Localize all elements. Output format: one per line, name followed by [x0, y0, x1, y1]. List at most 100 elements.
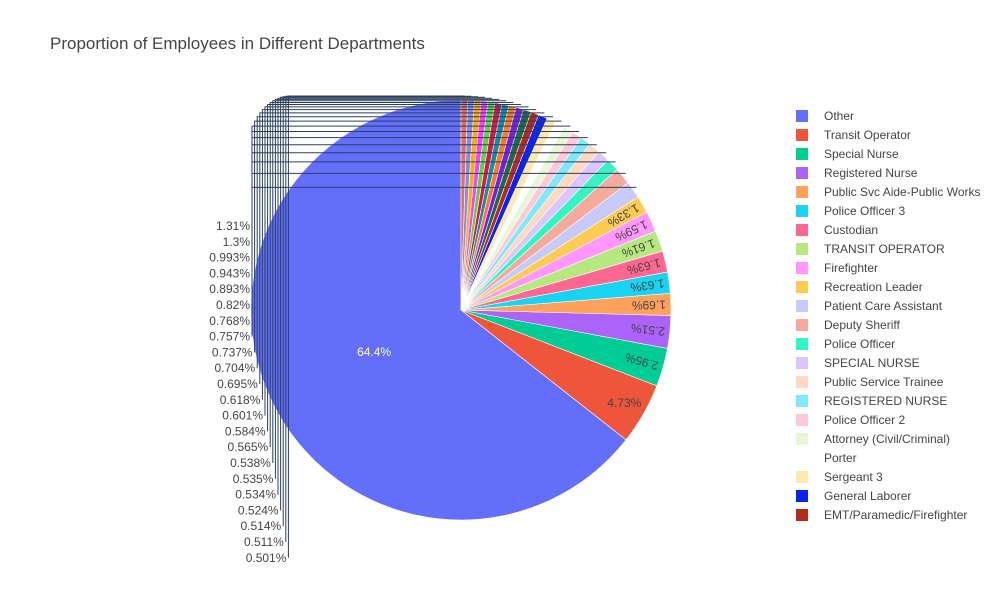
slice-label: 4.73%: [607, 396, 641, 410]
legend-label: Public Svc Aide-Public Works: [824, 184, 981, 199]
legend-swatch: [796, 432, 808, 445]
legend-swatch: [796, 470, 808, 483]
legend-label: Custodian: [824, 222, 879, 237]
slice-label: 0.601%: [222, 409, 263, 423]
slice-label: 0.524%: [238, 503, 279, 517]
legend-swatch: [796, 109, 808, 122]
slice-label: 0.757%: [209, 330, 250, 344]
leader-line: [272, 100, 507, 463]
slice-label: 0.538%: [230, 456, 271, 470]
leader-line: [261, 109, 537, 400]
slice-label: 64.4%: [357, 345, 391, 359]
legend-swatch: [796, 242, 808, 255]
legend-item[interactable]: Police Officer: [796, 334, 981, 353]
legend-label: Recreation Leader: [824, 279, 923, 294]
legend-swatch: [796, 508, 808, 521]
slice-label: 0.943%: [209, 266, 250, 280]
legend-item[interactable]: Special Nurse: [796, 144, 981, 163]
legend-swatch: [796, 375, 808, 388]
pie-slices: [250, 99, 672, 521]
legend-item[interactable]: REGISTERED NURSE: [796, 391, 981, 410]
legend-item[interactable]: Firefighter: [796, 258, 981, 277]
legend-item[interactable]: Patient Care Assistant: [796, 296, 981, 315]
legend-swatch: [796, 413, 808, 426]
slice-label: 2.51%: [630, 321, 666, 339]
leader-line: [269, 102, 514, 448]
legend-item[interactable]: Other: [796, 106, 981, 125]
legend-swatch: [796, 166, 808, 179]
legend-item[interactable]: Attorney (Civil/Criminal): [796, 429, 981, 448]
legend-label: TRANSIT OPERATOR: [824, 241, 945, 256]
legend-label: Special Nurse: [824, 146, 899, 161]
legend-item[interactable]: TRANSIT OPERATOR: [796, 239, 981, 258]
leader-line: [280, 96, 485, 511]
leader-line: [287, 95, 465, 558]
legend-label: REGISTERED NURSE: [824, 393, 948, 408]
legend-item[interactable]: Public Svc Aide-Public Works: [796, 182, 981, 201]
legend-label: Deputy Sheriff: [824, 317, 900, 332]
legend-swatch: [796, 394, 808, 407]
leader-line: [251, 125, 571, 337]
legend-swatch: [796, 356, 808, 369]
leader-line: [254, 120, 562, 353]
legend-label: General Laborer: [824, 488, 912, 503]
slice-label: 1.31%: [216, 219, 250, 233]
leader-line: [256, 116, 553, 369]
leader-line: [277, 97, 492, 495]
legend-item[interactable]: Police Officer 3: [796, 201, 981, 220]
legend-label: EMT/Paramedic/Firefighter: [824, 507, 968, 522]
slice-label: 0.768%: [209, 314, 250, 328]
legend-label: Attorney (Civil/Criminal): [824, 431, 951, 446]
legend-item[interactable]: Recreation Leader: [796, 277, 981, 296]
legend-label: Registered Nurse: [824, 165, 918, 180]
legend-swatch: [796, 299, 808, 312]
pie-labels: 64.4%4.73%2.95%2.51%1.69%1.63%1.63%1.61%…: [209, 95, 666, 565]
legend-item[interactable]: Police Officer 2: [796, 410, 981, 429]
pie-slice[interactable]: [250, 99, 627, 521]
legend-label: Firefighter: [824, 260, 879, 275]
leader-line: [259, 112, 545, 384]
slice-label: 0.511%: [244, 535, 284, 549]
slice-label: 0.501%: [246, 551, 287, 565]
legend-item[interactable]: Custodian: [796, 220, 981, 239]
legend-label: Porter: [824, 450, 857, 465]
legend: Other Transit Operator Special Nurse Regist…: [796, 106, 981, 524]
legend-label: Transit Operator: [824, 127, 911, 142]
slice-label: 1.63%: [629, 276, 665, 294]
slice-label: 0.993%: [209, 251, 250, 265]
leader-line: [264, 106, 529, 416]
slice-label: 0.704%: [214, 361, 255, 375]
legend-label: Sergeant 3: [824, 469, 883, 484]
legend-item[interactable]: Deputy Sheriff: [796, 315, 981, 334]
legend-swatch: [796, 128, 808, 141]
slice-label: 0.584%: [225, 424, 266, 438]
legend-label: Police Officer 2: [824, 412, 906, 427]
slice-label: 1.3%: [223, 235, 251, 249]
legend-label: Public Service Trainee: [824, 374, 944, 389]
slice-label: 0.893%: [209, 282, 250, 296]
legend-swatch: [796, 337, 808, 350]
legend-item[interactable]: General Laborer: [796, 486, 981, 505]
legend-swatch: [796, 223, 808, 236]
leader-line: [274, 98, 500, 479]
legend-swatch: [796, 261, 808, 274]
slice-label: 0.514%: [240, 519, 281, 533]
legend-item[interactable]: Sergeant 3: [796, 467, 981, 486]
legend-item[interactable]: EMT/Paramedic/Firefighter: [796, 505, 981, 524]
legend-swatch: [796, 280, 808, 293]
legend-label: Police Officer 3: [824, 203, 906, 218]
legend-swatch: [796, 451, 808, 464]
legend-item[interactable]: Transit Operator: [796, 125, 981, 144]
leader-line: [267, 104, 521, 432]
legend-swatch: [796, 489, 808, 502]
legend-swatch: [796, 147, 808, 160]
legend-swatch: [796, 204, 808, 217]
legend-item[interactable]: Public Service Trainee: [796, 372, 981, 391]
slice-label: 0.737%: [212, 345, 253, 359]
legend-item[interactable]: Registered Nurse: [796, 163, 981, 182]
legend-item[interactable]: Porter: [796, 448, 981, 467]
legend-swatch: [796, 185, 808, 198]
slice-label: 0.695%: [217, 377, 258, 391]
legend-item[interactable]: SPECIAL NURSE: [796, 353, 981, 372]
